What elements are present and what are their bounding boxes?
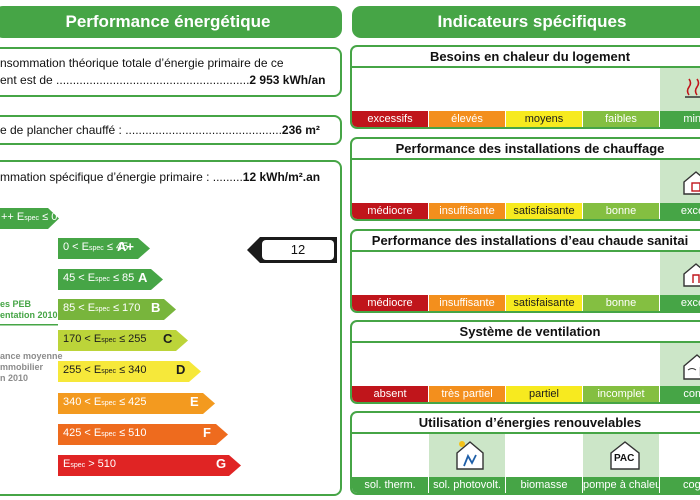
panel-divider bbox=[352, 158, 700, 160]
indicator-scale: excessifsélevésmoyensfaiblesminim bbox=[352, 111, 700, 127]
scale-level: incomplet bbox=[583, 386, 660, 402]
heating-house-icon bbox=[682, 169, 700, 200]
indicators-header: Indicateurs spécifiques bbox=[352, 6, 700, 38]
scale-level: faibles bbox=[583, 111, 660, 127]
energy-bar-a-plus-plus-label: ++ Espec ≤ 0 bbox=[1, 211, 58, 223]
energy-bar-b: 85 < Espec ≤ 170 B bbox=[58, 299, 177, 320]
scale-level: sol. therm. bbox=[352, 477, 429, 493]
peb-divider bbox=[0, 324, 58, 326]
energy-bar-range: 425 < Espec ≤ 510 bbox=[63, 427, 147, 439]
scale-level: partiel bbox=[506, 386, 583, 402]
scale-level: biomasse bbox=[506, 477, 583, 493]
energy-bar-g: Espec > 510 G bbox=[58, 455, 242, 476]
scale-level: bonne bbox=[583, 203, 660, 219]
heated-surface-line: e de plancher chauffé : ................… bbox=[0, 121, 320, 140]
energy-bar-range: 255 < Espec ≤ 340 bbox=[63, 364, 147, 376]
energy-bar-range: 340 < Espec ≤ 425 bbox=[63, 396, 147, 408]
indicator-panel: Système de ventilation absent très partiel… bbox=[350, 320, 700, 404]
indicator-panel-title: Performance des installations de chauffa… bbox=[395, 141, 665, 156]
scale-level: excessifs bbox=[352, 111, 429, 127]
radiator-icon bbox=[682, 77, 700, 106]
panel-divider bbox=[352, 66, 700, 68]
indicator-panel-title: Utilisation d’énergies renouvelables bbox=[418, 415, 642, 430]
indicator-scale: médiocre insuffisante satisfaisante bonne ex… bbox=[352, 295, 700, 311]
scale-level: sol. photovolt. bbox=[429, 477, 506, 493]
specific-consumption-line: mmation spécifique d’énergie primaire : … bbox=[0, 168, 320, 187]
scale-level: satisfaisante bbox=[506, 203, 583, 219]
energy-bar-a-plus: 0 < Espec ≤ 45 A+ bbox=[58, 238, 151, 259]
heated-surface-label: e de plancher chauffé : ................… bbox=[0, 123, 282, 137]
specific-consumption-value: 12 kWh/m².an bbox=[242, 170, 321, 184]
scale-level: médiocre bbox=[352, 295, 429, 311]
energy-bar-letter: B bbox=[151, 300, 161, 315]
total-consumption-label: nsommation théorique totale d’énergie pr… bbox=[0, 56, 284, 70]
heated-surface-box: e de plancher chauffé : ................… bbox=[0, 115, 342, 145]
heat-pump-house-icon: PAC bbox=[609, 439, 641, 471]
scale-level: moyens bbox=[506, 111, 583, 127]
energy-bar-d: 255 < Espec ≤ 340 D bbox=[58, 361, 202, 382]
total-consumption-label2: ent est de .............................… bbox=[0, 73, 250, 87]
indicator-panel: Utilisation d’énergies renouvelables sol.… bbox=[350, 411, 700, 495]
panel-divider bbox=[352, 250, 700, 252]
scale-level: médiocre bbox=[352, 203, 429, 219]
heated-surface-value: 236 m² bbox=[281, 123, 320, 137]
indicator-panel: Performance des installations d’eau chau… bbox=[350, 229, 700, 313]
scale-level: compl bbox=[660, 386, 700, 402]
hot-water-house-icon bbox=[682, 261, 700, 292]
panel-divider bbox=[352, 341, 700, 343]
total-consumption-line: ent est de .............................… bbox=[0, 71, 325, 90]
indicator-panel: Besoins en chaleur du logement excessifs é… bbox=[350, 45, 700, 129]
energy-indicator-value: 12 bbox=[290, 242, 306, 257]
energy-bar-letter: E bbox=[190, 394, 199, 409]
scale-level: excelle bbox=[660, 295, 700, 311]
energy-bar-letter: A bbox=[138, 270, 148, 285]
indicator-panel-title: Besoins en chaleur du logement bbox=[429, 49, 631, 64]
ventilation-house-icon: D bbox=[682, 352, 700, 385]
energy-bar-a-plus-plus: ++ Espec ≤ 0 bbox=[0, 208, 60, 229]
energy-bar-letter: C bbox=[163, 331, 173, 346]
energy-bar-f: 425 < Espec ≤ 510 F bbox=[58, 424, 229, 445]
indicator-panel: Performance des installations de chauffa… bbox=[350, 137, 700, 221]
scale-level: très partiel bbox=[429, 386, 506, 402]
indicator-panel-title: Performance des installations d’eau chau… bbox=[371, 233, 689, 248]
scale-level: élevés bbox=[429, 111, 506, 127]
photovoltaic-house-icon bbox=[455, 439, 485, 476]
scale-level: insuffisante bbox=[429, 203, 506, 219]
indicator-scale: sol. therm. sol. photovolt. biomasse pompe … bbox=[352, 477, 700, 493]
energy-bar-a: 45 < Espec ≤ 85 A bbox=[58, 269, 164, 290]
scale-level: insuffisante bbox=[429, 295, 506, 311]
energy-bar-range: Espec > 510 bbox=[63, 458, 117, 470]
scale-level: excelle bbox=[660, 203, 700, 219]
energy-bar-range: 85 < Espec ≤ 170 bbox=[63, 302, 141, 314]
energy-bar-letter: A+ bbox=[117, 239, 134, 254]
energy-bar-range: 0 < Espec ≤ 45 bbox=[63, 241, 129, 253]
indicator-scale: médiocre insuffisante satisfaisante bonne ex… bbox=[352, 203, 700, 219]
energy-indicator: 12 bbox=[247, 237, 337, 263]
scale-level: minim bbox=[660, 111, 700, 127]
energy-bar-e: 340 < Espec ≤ 425 E bbox=[58, 393, 216, 414]
scale-level: pompe à chaleur bbox=[583, 477, 660, 493]
scale-level: satisfaisante bbox=[506, 295, 583, 311]
performance-header: Performance énergétique bbox=[0, 6, 342, 38]
scale-level: bonne bbox=[583, 295, 660, 311]
energy-bar-letter: G bbox=[216, 456, 227, 471]
specific-consumption-label: mmation spécifique d’énergie primaire : … bbox=[0, 170, 243, 184]
panel-divider bbox=[352, 432, 700, 434]
total-consumption-value: 2 953 kWh/an bbox=[249, 73, 326, 87]
energy-bar-range: 170 < Espec ≤ 255 bbox=[63, 333, 147, 345]
energy-bar-range: 45 < Espec ≤ 85 bbox=[63, 272, 135, 284]
energy-bar-c: 170 < Espec ≤ 255 C bbox=[58, 330, 189, 351]
scale-level: cogén bbox=[660, 477, 700, 493]
energy-bar-letter: D bbox=[176, 362, 186, 377]
scale-level: absent bbox=[352, 386, 429, 402]
total-consumption-box: nsommation théorique totale d’énergie pr… bbox=[0, 47, 342, 97]
heat-pump-label: PAC bbox=[614, 453, 635, 464]
average-performance-text: ance moyenne mmobilier n 2010 bbox=[0, 351, 63, 383]
peb-requirement-text: es PEB entation 2010 bbox=[0, 299, 58, 320]
indicator-panel-title: Système de ventilation bbox=[459, 324, 601, 339]
energy-bar-letter: F bbox=[203, 425, 211, 440]
